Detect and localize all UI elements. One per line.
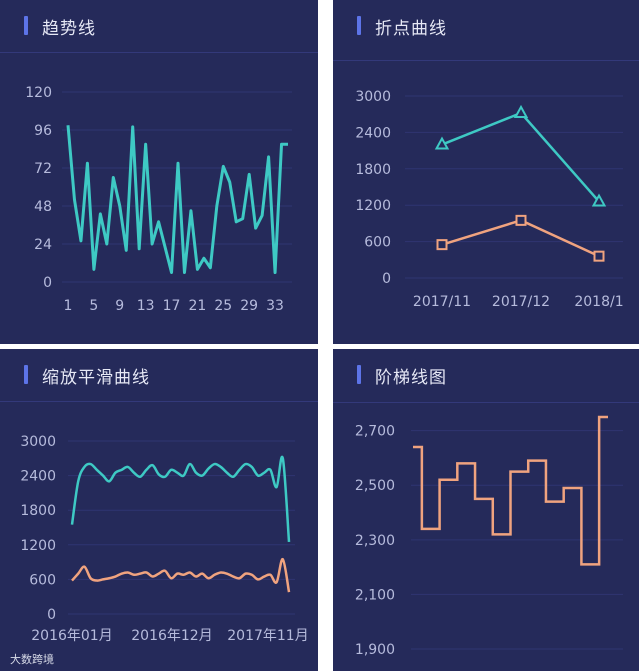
panel-title: 缩放平滑曲线 xyxy=(42,368,150,388)
square-marker xyxy=(593,250,605,262)
x-tick-label: 2016年12月 xyxy=(131,628,212,644)
y-tick-label: 0 xyxy=(382,271,391,287)
x-tick-label: 2017/11 xyxy=(413,294,471,310)
y-tick-label: 1200 xyxy=(20,538,56,554)
panel-title: 阶梯线图 xyxy=(375,368,447,388)
smooth-series-line-1 xyxy=(71,557,291,593)
watermark: 大数跨境 xyxy=(10,653,54,666)
y-tick-label: 48 xyxy=(34,199,52,215)
triangle-marker xyxy=(434,136,450,150)
x-tick-label: 2016年01月 xyxy=(31,628,112,644)
series-line-0 xyxy=(441,111,600,203)
x-tick-label: 29 xyxy=(240,298,258,314)
y-tick-label: 2400 xyxy=(20,469,56,485)
x-tick-label: 33 xyxy=(266,298,284,314)
title-accent-bar xyxy=(24,365,28,384)
x-tick-label: 2017年11月 xyxy=(227,628,308,644)
y-tick-label: 2400 xyxy=(355,125,391,141)
y-tick-label: 2,100 xyxy=(355,587,395,603)
panel-title: 趋势线 xyxy=(42,19,96,39)
trend-series-line xyxy=(66,125,288,274)
smooth-line-chart: 0 600 1200 1800 2400 3000 2016年01月 2016年12月 2017… xyxy=(20,434,308,644)
y-tick-label: 600 xyxy=(29,572,56,588)
x-tick-label: 5 xyxy=(89,298,98,314)
x-tick-label: 17 xyxy=(163,298,181,314)
y-tick-label: 2,700 xyxy=(355,424,395,440)
y-tick-label: 0 xyxy=(47,607,56,623)
y-tick-label: 2,300 xyxy=(355,533,395,549)
step-series-line xyxy=(413,415,608,566)
title-divider xyxy=(333,60,639,61)
y-tick-label: 120 xyxy=(25,85,52,101)
y-tick-label: 3000 xyxy=(355,89,391,105)
smooth-series-line-0 xyxy=(70,455,291,543)
y-tick-label: 3000 xyxy=(20,434,56,450)
trend-line-chart: 0 24 48 72 96 120 1 5 9 13 17 21 25 29 33 xyxy=(25,85,292,314)
y-tick-label: 1200 xyxy=(355,198,391,214)
panel-step-line: 阶梯线图 1,900 2,100 2,300 2,500 2,700 xyxy=(333,349,639,671)
y-tick-label: 1,900 xyxy=(355,642,395,658)
x-tick-label: 25 xyxy=(214,298,232,314)
y-tick-label: 2,500 xyxy=(355,478,395,494)
y-tick-label: 1800 xyxy=(20,503,56,519)
panel-title: 折点曲线 xyxy=(375,19,447,39)
y-tick-label: 96 xyxy=(34,123,52,139)
y-tick-label: 72 xyxy=(34,161,52,177)
x-tick-label: 13 xyxy=(137,298,155,314)
step-line-chart: 1,900 2,100 2,300 2,500 2,700 xyxy=(355,415,623,658)
title-accent-bar xyxy=(357,365,361,384)
title-accent-bar xyxy=(357,16,361,35)
x-tick-label: 1 xyxy=(64,298,73,314)
triangle-marker xyxy=(513,104,529,118)
x-tick-label: 2018/1 xyxy=(574,294,623,310)
title-divider xyxy=(333,402,639,403)
x-tick-label: 21 xyxy=(188,298,206,314)
title-divider xyxy=(0,401,318,402)
square-marker xyxy=(436,239,448,251)
y-tick-label: 1800 xyxy=(355,162,391,178)
panel-polyline: 折点曲线 0 600 1200 1800 2400 3000 2017/11 2017/12 2… xyxy=(333,0,639,344)
title-accent-bar xyxy=(24,16,28,35)
x-tick-label: 2017/12 xyxy=(492,294,550,310)
y-tick-label: 0 xyxy=(43,275,52,291)
panel-trend-line: 趋势线 0 24 48 72 96 120 1 5 9 13 17 21 25 29 33 xyxy=(0,0,318,344)
y-tick-label: 24 xyxy=(34,237,52,253)
panel-zoom-smooth: 缩放平滑曲线 0 600 1200 1800 2400 3000 2016年01月 2016年… xyxy=(0,349,318,671)
y-tick-label: 600 xyxy=(364,235,391,251)
title-divider xyxy=(0,52,318,53)
square-marker xyxy=(515,214,527,226)
triangle-marker xyxy=(591,193,607,207)
x-tick-label: 9 xyxy=(115,298,124,314)
polyline-chart: 0 600 1200 1800 2400 3000 2017/11 2017/12 2018/1 xyxy=(355,89,623,310)
